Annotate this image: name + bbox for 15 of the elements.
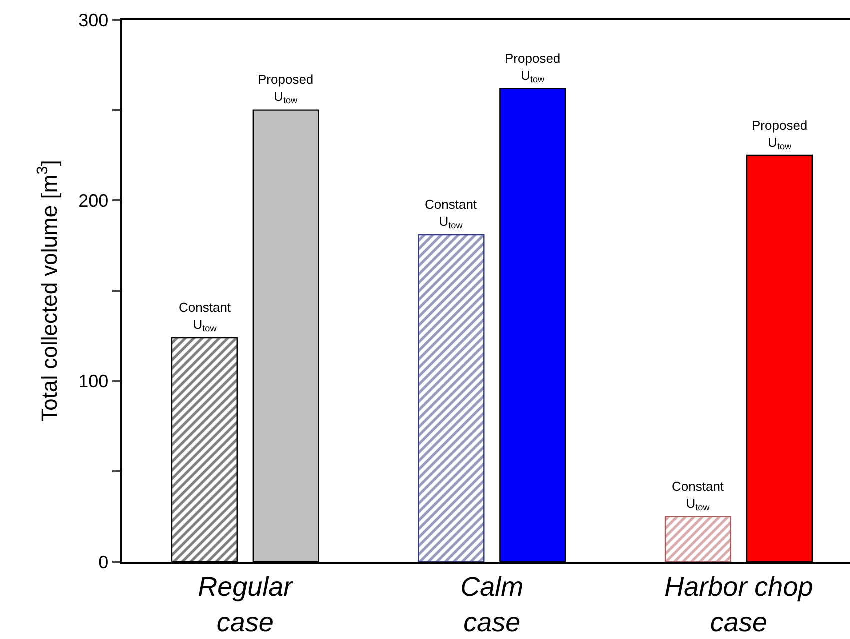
annotation: Constant U$_{tow}$	[179, 300, 232, 334]
annotation: Constant U$_{tow}$	[425, 197, 478, 231]
annotation: Proposed U$_{tow}$	[752, 118, 808, 152]
annotation: Constant U$_{tow}$	[672, 479, 724, 513]
y-tick-label: 0	[98, 552, 109, 572]
y-tick-label: 200	[78, 190, 109, 211]
bar	[664, 516, 732, 562]
bar	[418, 234, 485, 562]
annotation: Proposed U$_{tow}$	[505, 51, 561, 85]
x-tick-label: Harbor chop case	[664, 572, 814, 638]
x-tick-label: Regular case	[198, 572, 294, 638]
x-tick-label: Calm case	[460, 572, 524, 638]
y-tick-label: 300	[78, 10, 109, 30]
y-tick-label: 100	[78, 372, 109, 392]
annotation: Proposed U$_{tow}$	[258, 72, 314, 106]
